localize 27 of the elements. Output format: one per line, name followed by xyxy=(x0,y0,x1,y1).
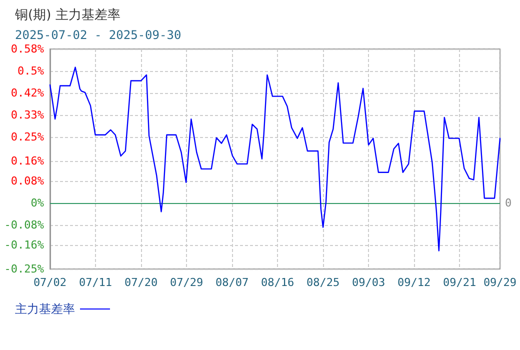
y-tick-label: -0.25% xyxy=(4,262,44,276)
chart-subtitle: 2025-07-02 - 2025-09-30 xyxy=(15,28,182,42)
chart-title: 铜(期) 主力基差率 xyxy=(14,7,120,23)
x-tick-label: 07/11 xyxy=(78,276,112,289)
x-tick-label: 09/12 xyxy=(397,276,431,289)
y-tick-label: 0% xyxy=(30,196,44,210)
x-tick-label: 08/07 xyxy=(215,276,249,289)
x-tick-label: 07/20 xyxy=(124,276,158,289)
x-tick-label: 07/29 xyxy=(170,276,204,289)
x-tick-label: 07/02 xyxy=(33,276,67,289)
ref-line-label: 0 xyxy=(505,196,512,210)
y-tick-label: 0.16% xyxy=(10,154,44,168)
y-tick-label: 0.25% xyxy=(10,130,44,144)
legend-label: 主力基差率 xyxy=(15,302,75,316)
x-tick-label: 09/29 xyxy=(483,276,517,289)
y-tick-label: -0.16% xyxy=(4,238,44,252)
y-tick-label: 0.58% xyxy=(10,42,44,56)
y-tick-label: 0.5% xyxy=(18,64,44,78)
y-tick-label: 0.42% xyxy=(10,86,44,100)
y-tick-label: 0.33% xyxy=(10,108,44,122)
y-tick-label: -0.08% xyxy=(4,218,44,232)
x-tick-label: 08/25 xyxy=(306,276,340,289)
x-tick-label: 09/21 xyxy=(442,276,476,289)
y-tick-label: 0.08% xyxy=(10,174,44,188)
line-series xyxy=(49,66,501,252)
x-tick-label: 09/03 xyxy=(352,276,386,289)
x-tick-label: 08/16 xyxy=(260,276,294,289)
